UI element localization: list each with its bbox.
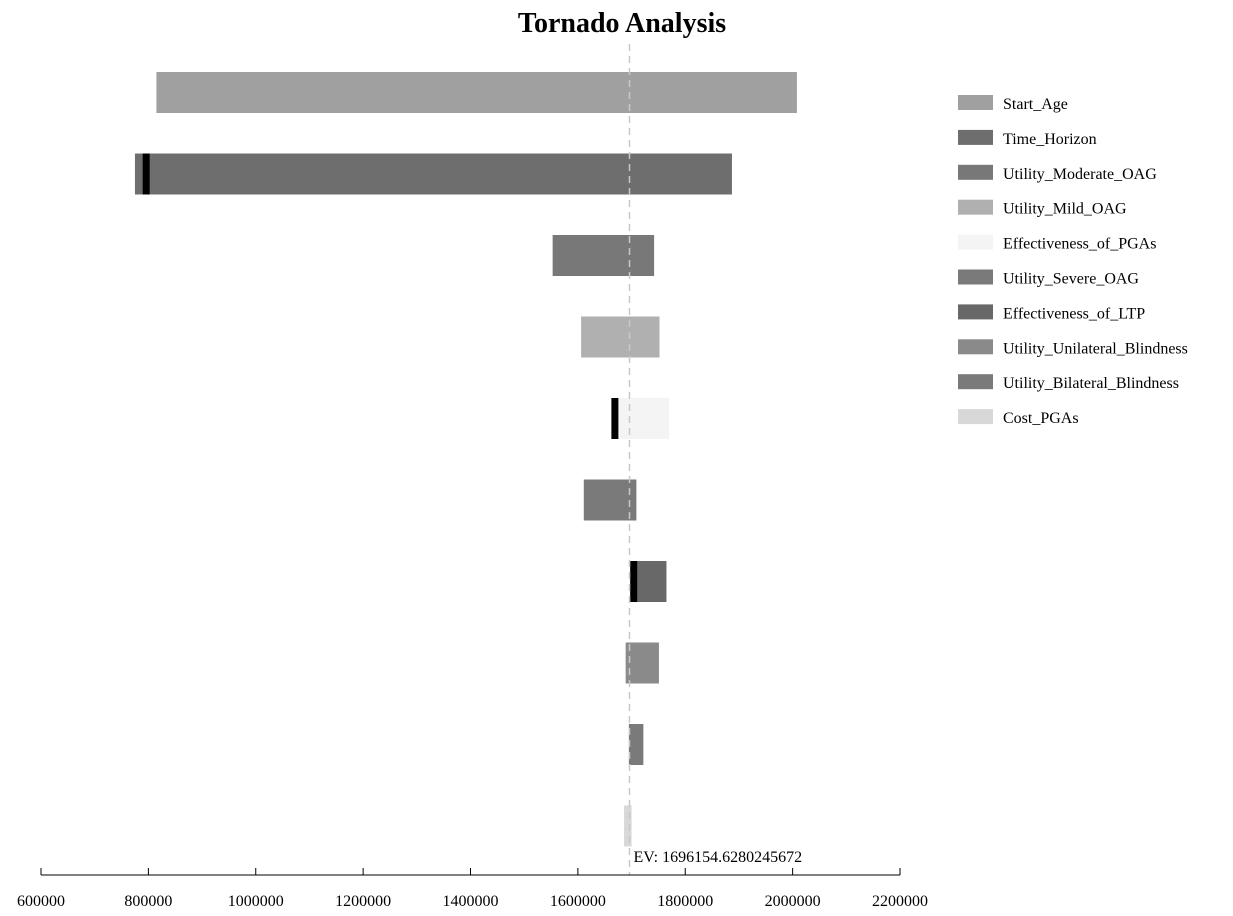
bar-marker-effectiveness-of-pgas bbox=[611, 398, 619, 439]
bar-time-horizon bbox=[134, 153, 732, 195]
x-tick-label: 800000 bbox=[124, 893, 172, 910]
legend-label: Utility_Unilateral_Blindness bbox=[1003, 340, 1188, 357]
bar-utility-mild-oag bbox=[581, 316, 660, 358]
legend-swatch bbox=[958, 95, 993, 110]
legend-swatch bbox=[958, 234, 993, 250]
legend-swatch bbox=[958, 199, 993, 215]
bar-utility-moderate-oag bbox=[552, 235, 655, 276]
bars-group bbox=[134, 72, 797, 847]
bar-effectiveness-of-ltp bbox=[631, 561, 667, 602]
x-tick-label: 1000000 bbox=[228, 893, 284, 910]
chart-title: Tornado Analysis bbox=[518, 8, 726, 39]
legend-label: Utility_Bilateral_Blindness bbox=[1003, 375, 1179, 392]
legend-label: Time_Horizon bbox=[1003, 131, 1097, 148]
legend-label: Effectiveness_of_PGAs bbox=[1003, 236, 1156, 253]
legend-label: Utility_Mild_OAG bbox=[1003, 201, 1127, 218]
bar-effectiveness-of-pgas bbox=[612, 398, 670, 439]
legend-swatch bbox=[958, 339, 993, 355]
bar-utility-bilateral-blindness bbox=[628, 724, 644, 765]
x-tick-label: 1800000 bbox=[657, 893, 713, 910]
x-tick-label: 1600000 bbox=[550, 893, 606, 910]
legend-swatch bbox=[958, 374, 993, 390]
legend-label: Utility_Severe_OAG bbox=[1003, 271, 1139, 288]
markers-group bbox=[142, 153, 638, 602]
legend-label: Cost_PGAs bbox=[1003, 410, 1079, 427]
bar-marker-time-horizon bbox=[142, 153, 150, 195]
legend-swatch bbox=[958, 164, 993, 180]
x-tick-label: 600000 bbox=[17, 893, 65, 910]
legend-label: Start_Age bbox=[1003, 96, 1068, 113]
x-tick-label: 2200000 bbox=[872, 893, 928, 910]
x-tick-label: 2000000 bbox=[765, 893, 821, 910]
bar-cost-pgas bbox=[624, 805, 632, 847]
bar-utility-severe-oag bbox=[583, 479, 637, 521]
legend-label: Effectiveness_of_LTP bbox=[1003, 305, 1145, 322]
legend-swatch bbox=[958, 269, 993, 285]
legend-swatch bbox=[958, 409, 993, 425]
ev-label: EV: 1696154.6280245672 bbox=[633, 849, 802, 866]
x-ticks-group: 600000 800000 1000000 1200000 1400000 1600000… bbox=[17, 868, 928, 910]
legend-swatch bbox=[958, 129, 993, 145]
bar-utility-unilateral-blindness bbox=[625, 642, 659, 684]
legend-swatch bbox=[958, 304, 993, 320]
x-tick-label: 1200000 bbox=[335, 893, 391, 910]
legend: Start_Age Time_Horizon Utility_Moderate_OA… bbox=[958, 95, 1188, 427]
bar-marker-effectiveness-of-ltp bbox=[630, 561, 638, 602]
bar-start-age bbox=[156, 72, 797, 113]
x-tick-label: 1400000 bbox=[443, 893, 499, 910]
legend-label: Utility_Moderate_OAG bbox=[1003, 166, 1157, 183]
